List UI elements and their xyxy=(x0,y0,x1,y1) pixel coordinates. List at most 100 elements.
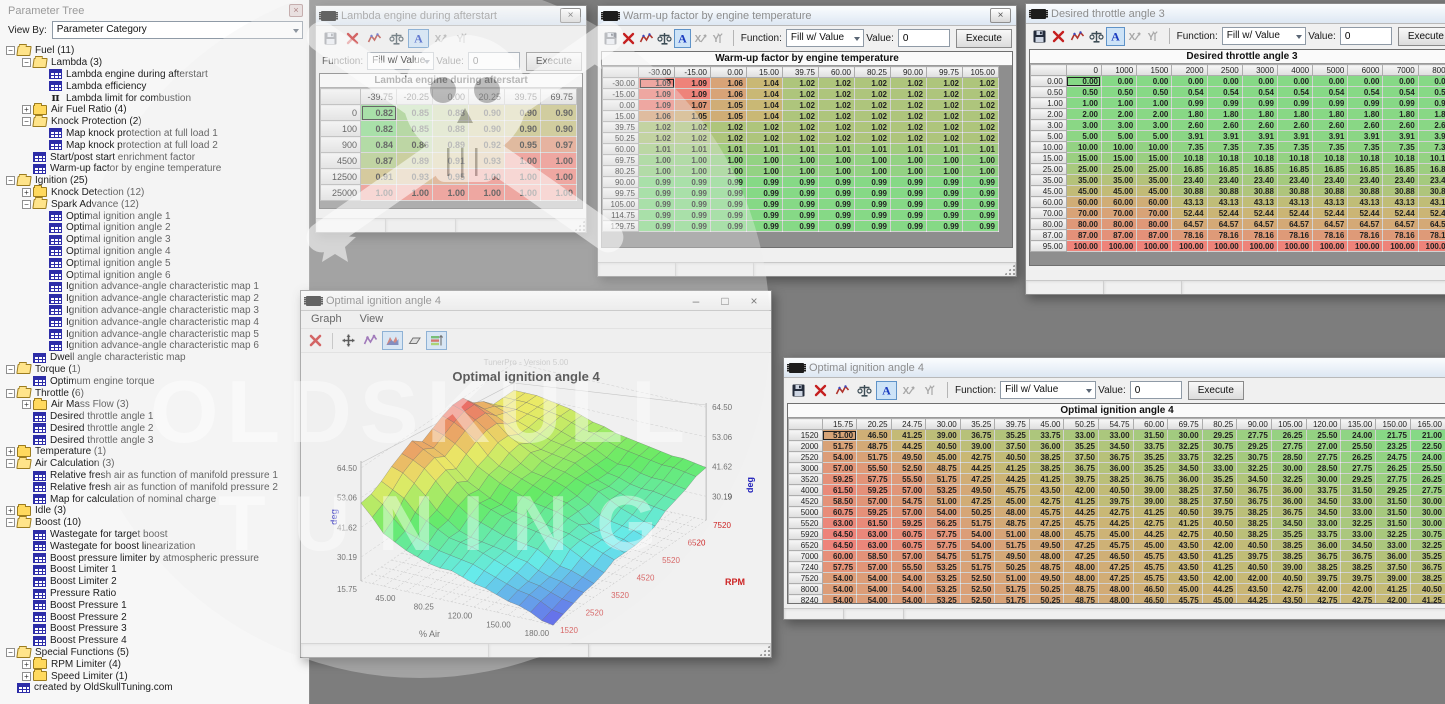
table-cell[interactable]: 36.75 xyxy=(1270,506,1307,518)
table-cell[interactable]: 48.00 xyxy=(1063,561,1099,573)
table-cell[interactable]: 0.99 xyxy=(638,220,675,232)
table-cell[interactable]: 37.50 xyxy=(1201,495,1238,507)
table-cell[interactable]: 0.54 xyxy=(1347,86,1384,98)
x-axis-icon[interactable]: X xyxy=(898,381,919,400)
table-cell[interactable]: 2.60 xyxy=(1241,119,1278,131)
table-cell[interactable]: 52.44 xyxy=(1382,207,1419,219)
table-cell[interactable]: 57.00 xyxy=(856,561,892,573)
table-cell[interactable]: 1.02 xyxy=(710,132,747,144)
table-cell[interactable]: 30.75 xyxy=(1410,528,1445,540)
tree-expand-toggle[interactable]: + xyxy=(6,447,15,457)
table-cell[interactable]: 1.02 xyxy=(674,121,711,133)
table-cell[interactable]: 1.00 xyxy=(746,154,783,166)
table-cell[interactable]: 51.75 xyxy=(959,550,996,562)
table-cell[interactable]: 0.99 xyxy=(710,220,747,232)
table-cell[interactable]: 0.00 xyxy=(1100,75,1138,87)
table-cell[interactable]: 63.00 xyxy=(856,528,892,540)
table-cell[interactable]: 34.50 xyxy=(1167,462,1203,474)
table-cell[interactable]: 0.99 xyxy=(638,198,675,210)
table-cell[interactable]: 3.91 xyxy=(1417,130,1445,142)
table-cell[interactable]: 0.90 xyxy=(540,120,577,137)
table-cell[interactable]: 1.04 xyxy=(746,99,783,111)
table-cell[interactable]: 0.90 xyxy=(468,104,505,121)
surface-view-icon[interactable] xyxy=(382,331,403,350)
tree-item[interactable]: created by OldSkullTuning.com xyxy=(4,682,309,694)
table-cell[interactable]: 60.75 xyxy=(890,528,927,540)
table-cell[interactable]: 1.02 xyxy=(854,121,891,133)
table-cell[interactable]: 100.00 xyxy=(1136,240,1173,252)
table-cell[interactable]: 3.91 xyxy=(1382,130,1419,142)
table-cell[interactable]: 38.25 xyxy=(1167,484,1203,496)
table-cell[interactable]: 38.25 xyxy=(1410,572,1445,584)
table-cell[interactable]: 80.00 xyxy=(1100,218,1138,230)
delete-icon[interactable] xyxy=(342,29,363,48)
table-cell[interactable]: 54.00 xyxy=(856,583,892,595)
table-cell[interactable]: 1.00 xyxy=(782,165,819,177)
table-cell[interactable]: 51.00 xyxy=(925,495,961,507)
tree-expand-toggle[interactable]: + xyxy=(6,506,15,516)
tree-item[interactable]: π Lambda limit for combustion xyxy=(4,92,309,104)
table-cell[interactable]: 39.00 xyxy=(1132,495,1169,507)
table-cell[interactable]: 48.00 xyxy=(1098,594,1134,603)
table-cell[interactable]: 0.99 xyxy=(962,198,999,210)
table-cell[interactable]: 0.99 xyxy=(926,187,963,199)
tree-item[interactable]: Dwell angle characteristic map xyxy=(4,352,309,364)
table-cell[interactable]: 51.75 xyxy=(821,440,858,452)
table-cell[interactable]: 1.01 xyxy=(782,143,819,155)
table-cell[interactable]: 30.88 xyxy=(1347,185,1384,197)
table-cell[interactable]: 0.99 xyxy=(710,187,747,199)
table-cell[interactable]: 23.40 xyxy=(1241,174,1278,186)
table-cell[interactable]: 42.75 xyxy=(959,451,996,463)
table-cell[interactable]: 78.16 xyxy=(1171,229,1208,241)
table-cell[interactable]: 25.00 xyxy=(1065,163,1102,175)
table-cell[interactable]: 33.00 xyxy=(1201,462,1238,474)
table-cell[interactable]: 1.02 xyxy=(962,77,999,89)
table-cell[interactable]: 16.85 xyxy=(1241,163,1278,175)
table-cell[interactable]: 70.00 xyxy=(1100,207,1138,219)
table-cell[interactable]: 54.00 xyxy=(959,539,996,551)
table-cell[interactable]: 29.25 xyxy=(1340,473,1377,485)
table-cell[interactable]: 16.85 xyxy=(1171,163,1208,175)
table-cell[interactable]: 42.75 xyxy=(1098,506,1134,518)
table-cell[interactable]: 70.00 xyxy=(1065,207,1102,219)
table-cell[interactable]: 0.00 xyxy=(1312,75,1349,87)
table-cell[interactable]: 1.02 xyxy=(890,110,927,122)
table-cell[interactable]: 48.75 xyxy=(925,462,961,474)
close-icon[interactable]: × xyxy=(750,293,758,308)
table-cell[interactable]: 41.25 xyxy=(1375,583,1411,595)
table-cell[interactable]: 1.09 xyxy=(674,88,711,100)
table-cell[interactable]: 43.50 xyxy=(1167,550,1203,562)
table-cell[interactable]: 45.75 xyxy=(1132,550,1169,562)
table-cell[interactable]: 43.13 xyxy=(1171,196,1208,208)
compare-icon[interactable] xyxy=(1087,27,1105,46)
table-cell[interactable]: 0.99 xyxy=(854,176,891,188)
edit-values-icon[interactable]: A xyxy=(876,380,897,400)
table-cell[interactable]: 57.00 xyxy=(890,550,927,562)
table-cell[interactable]: 1.00 xyxy=(360,184,397,201)
table-cell[interactable]: 30.88 xyxy=(1417,185,1445,197)
table-cell[interactable]: 59.25 xyxy=(856,506,892,518)
table-cell[interactable]: 0.99 xyxy=(854,220,891,232)
table-cell[interactable]: 0.99 xyxy=(674,176,711,188)
table-cell[interactable]: 38.25 xyxy=(1236,506,1272,518)
table-cell[interactable]: 30.00 xyxy=(1167,429,1203,441)
table-cell[interactable]: 0.99 xyxy=(818,176,855,188)
table-cell[interactable]: 0.99 xyxy=(1382,97,1419,109)
table-cell[interactable]: 30.88 xyxy=(1382,185,1419,197)
table-cell[interactable]: 27.00 xyxy=(1305,440,1342,452)
table-cell[interactable]: 41.25 xyxy=(1063,495,1099,507)
tree-item[interactable]: Optimal ignition angle 5 xyxy=(4,257,309,269)
table-cell[interactable]: 30.00 xyxy=(1305,473,1342,485)
table-cell[interactable]: 54.00 xyxy=(821,594,858,603)
table-cell[interactable]: 1.00 xyxy=(638,154,675,166)
table-cell[interactable]: 38.25 xyxy=(1167,495,1203,507)
table-cell[interactable]: 23.25 xyxy=(1375,440,1411,452)
table-cell[interactable]: 46.50 xyxy=(1132,594,1169,603)
table-cell[interactable]: 39.75 xyxy=(1063,473,1099,485)
table-cell[interactable]: 54.00 xyxy=(890,583,927,595)
table-cell[interactable]: 38.25 xyxy=(1098,473,1134,485)
tree-expand-toggle[interactable]: − xyxy=(22,199,31,209)
table-cell[interactable]: 64.57 xyxy=(1312,218,1349,230)
y-axis-icon[interactable]: Y xyxy=(710,29,727,48)
table-cell[interactable]: 38.25 xyxy=(1270,550,1307,562)
